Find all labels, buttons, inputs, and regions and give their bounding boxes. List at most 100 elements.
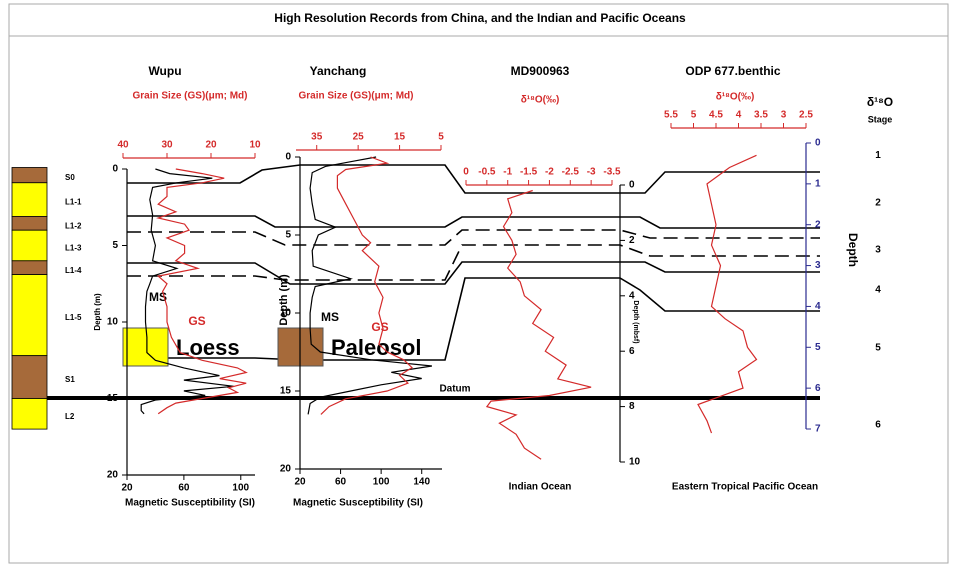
- legend-label: Loess: [176, 335, 240, 360]
- series-label: MS: [149, 290, 167, 304]
- stage-label: 6: [875, 420, 881, 431]
- depth-tick-label: 8: [629, 401, 635, 412]
- stage-title: δ¹⁸O: [867, 95, 893, 109]
- strat-layer: [11, 216, 48, 231]
- stage-subtitle: Stage: [868, 114, 893, 124]
- strat-label: L1-1: [65, 198, 82, 207]
- strat-label: L1-5: [65, 313, 82, 322]
- top-tick-label: 5: [438, 132, 444, 143]
- stage-label: 4: [875, 285, 881, 296]
- top-tick-label: 30: [161, 140, 173, 151]
- top-tick-label: -1.5: [520, 167, 538, 178]
- panel-subtitle: δ¹⁸O(‰): [716, 92, 755, 103]
- correlation-line: [127, 261, 820, 285]
- depth-tick-label: 10: [629, 457, 641, 468]
- top-tick-label: 25: [353, 132, 365, 143]
- stage-label: 3: [875, 245, 881, 256]
- series-line: [156, 168, 248, 415]
- depth-tick-label: 0: [815, 138, 821, 149]
- series-line: [485, 189, 592, 460]
- strat-layer: [11, 182, 48, 217]
- depth-tick-label: 2: [815, 219, 821, 230]
- depth-tick-label: 4: [629, 290, 635, 301]
- strat-label: L2: [65, 412, 75, 421]
- panel-subtitle: Grain Size (GS)(μm; Md): [132, 91, 247, 102]
- top-tick-label: 5: [691, 110, 697, 121]
- depth-tick-label: 0: [285, 152, 291, 163]
- stage-label: 5: [875, 343, 881, 354]
- correlation-line: [127, 277, 820, 361]
- correlation-line: [127, 215, 820, 229]
- top-tick-label: -3: [587, 167, 596, 178]
- top-tick-label: 2.5: [799, 110, 813, 121]
- bottom-tick-label: 100: [373, 477, 390, 488]
- top-tick-label: 3.5: [754, 110, 768, 121]
- bottom-tick-label: 140: [413, 477, 430, 488]
- panel-title: Yanchang: [310, 64, 367, 78]
- series-label: GS: [371, 320, 388, 334]
- stage-label: 1: [875, 150, 881, 161]
- strat-label: L1-3: [65, 244, 82, 253]
- legend-swatch: [122, 327, 169, 367]
- top-tick-label: 0: [463, 167, 469, 178]
- depth-tick-label: 0: [112, 164, 118, 175]
- figure-title: High Resolution Records from China, and …: [274, 11, 686, 25]
- strat-layer: [11, 167, 48, 184]
- strat-label: S0: [65, 173, 75, 182]
- depth-tick-label: 20: [280, 464, 292, 475]
- depth-tick-label: 0: [629, 180, 635, 191]
- series-line: [140, 168, 234, 415]
- bottom-axis-label: Magnetic Susceptibility (SI): [125, 498, 255, 509]
- depth-tick-label: 20: [107, 470, 119, 481]
- depth-tick-label: 7: [815, 424, 821, 435]
- frame: [8, 3, 949, 564]
- series-label: MS: [321, 310, 339, 324]
- depth-tick-label: 5: [815, 342, 821, 353]
- datum-label: Datum: [439, 384, 470, 395]
- depth-tick-label: 5: [112, 240, 118, 251]
- strat-layer: [11, 274, 48, 357]
- depth-tick-label: 3: [815, 260, 821, 271]
- stage-label: 2: [875, 198, 881, 209]
- depth-tick-label: 15: [107, 393, 119, 404]
- depth-label: Depth (mbsf): [632, 300, 639, 343]
- strat-layer: [11, 229, 48, 262]
- depth-label: Depth (m): [278, 274, 290, 326]
- series-line: [697, 154, 758, 434]
- strat-label: L1-4: [65, 266, 82, 275]
- panel-title: MD900963: [511, 64, 570, 78]
- bottom-tick-label: 20: [294, 477, 306, 488]
- depth-tick-label: 2: [629, 235, 635, 246]
- depth-tick-label: 5: [285, 230, 291, 241]
- region-label: Indian Ocean: [509, 482, 572, 493]
- depth-tick-label: 10: [107, 317, 119, 328]
- bottom-axis-label: Magnetic Susceptibility (SI): [293, 498, 423, 509]
- top-tick-label: 40: [117, 140, 129, 151]
- correlation-lines: [12, 164, 820, 400]
- correlation-line: [127, 244, 820, 281]
- panel-title: ODP 677.benthic: [685, 64, 780, 78]
- correlation-line: [127, 164, 820, 194]
- strat-label: S1: [65, 375, 75, 384]
- panel-subtitle: δ¹⁸O(‰): [521, 95, 560, 106]
- top-tick-label: 4: [736, 110, 742, 121]
- top-tick-label: 4.5: [709, 110, 723, 121]
- depth-tick-label: 15: [280, 386, 292, 397]
- depth-tick-label: 6: [629, 346, 635, 357]
- series-line: [320, 156, 413, 415]
- top-tick-label: -3.5: [603, 167, 621, 178]
- depth-tick-label: 10: [280, 308, 292, 319]
- strat-label: L1-2: [65, 221, 82, 230]
- top-tick-label: -2: [545, 167, 554, 178]
- series-label: GS: [188, 314, 205, 328]
- bottom-tick-label: 60: [178, 483, 190, 494]
- top-tick-label: -2.5: [562, 167, 580, 178]
- region-label: Eastern Tropical Pacific Ocean: [672, 482, 818, 493]
- strat-layer: [11, 398, 48, 430]
- depth-label: Depth: [846, 233, 860, 267]
- depth-label: Depth (m): [93, 293, 102, 331]
- top-tick-label: 10: [249, 140, 261, 151]
- bottom-tick-label: 60: [335, 477, 347, 488]
